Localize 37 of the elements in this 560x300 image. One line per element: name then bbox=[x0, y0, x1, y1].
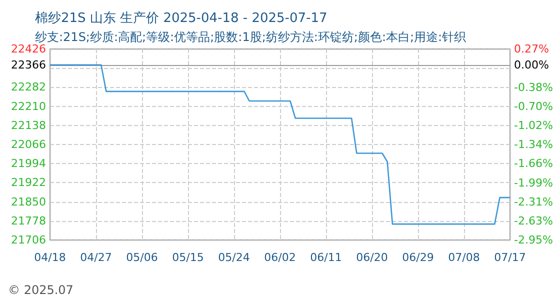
x-tick-label: 04/18 bbox=[34, 251, 66, 264]
y2-tick-label: -2.63% bbox=[514, 214, 553, 228]
x-tick-label: 06/11 bbox=[310, 251, 342, 264]
y-tick-label: 22426 bbox=[11, 42, 46, 56]
y2-tick-label: -2.31% bbox=[514, 196, 553, 209]
text: © 2025.07 bbox=[8, 283, 74, 297]
y-tick-label: 21994 bbox=[11, 157, 46, 170]
y2-tick-label: 0.00% bbox=[514, 58, 549, 72]
y-tick-label: 22210 bbox=[11, 100, 46, 113]
x-tick-label: 07/08 bbox=[448, 251, 480, 264]
y-tick-label: 21706 bbox=[11, 234, 46, 246]
line-series bbox=[49, 64, 511, 225]
x-tick-label: 06/20 bbox=[356, 251, 388, 264]
y-tick-label: 22366 bbox=[11, 58, 46, 72]
y2-tick-label: -1.99% bbox=[514, 176, 553, 190]
x-tick-label: 07/17 bbox=[494, 251, 526, 264]
chart-subtitle: 纱支:21S;纱质:高配;等级:优等品;股数:1股;纺纱方法:环锭纺;颜色:本白;用途:针织 bbox=[35, 30, 466, 44]
x-tick-label: 06/29 bbox=[402, 251, 434, 264]
y-tick-label: 21850 bbox=[11, 195, 46, 208]
y-tick-label: 22138 bbox=[11, 118, 46, 132]
x-tick-label: 05/06 bbox=[126, 251, 158, 264]
y-tick-label: 21778 bbox=[11, 214, 46, 228]
y-tick-label: 22066 bbox=[11, 138, 46, 151]
y2-tick-label: -1.02% bbox=[514, 119, 553, 132]
y2-tick-label: -2.95% bbox=[514, 234, 553, 246]
x-tick-label: 05/15 bbox=[172, 251, 204, 264]
y2-tick-label: -1.66% bbox=[514, 156, 553, 170]
x-tick-label: 05/24 bbox=[218, 251, 250, 264]
y2-tick-label: 0.27% bbox=[514, 42, 549, 56]
y-tick-label: 21922 bbox=[11, 176, 46, 190]
y-tick-label: 22282 bbox=[11, 80, 46, 94]
x-tick-label: 06/02 bbox=[264, 251, 296, 264]
y2-tick-label: -0.38% bbox=[514, 81, 553, 94]
y2-tick-label: -0.70% bbox=[514, 100, 553, 114]
y2-tick-label: -1.34% bbox=[514, 138, 553, 151]
x-tick-label: 04/27 bbox=[80, 251, 112, 264]
chart-title: 棉纱21S 山东 生产价 2025-04-18 - 2025-07-17 bbox=[35, 11, 328, 26]
